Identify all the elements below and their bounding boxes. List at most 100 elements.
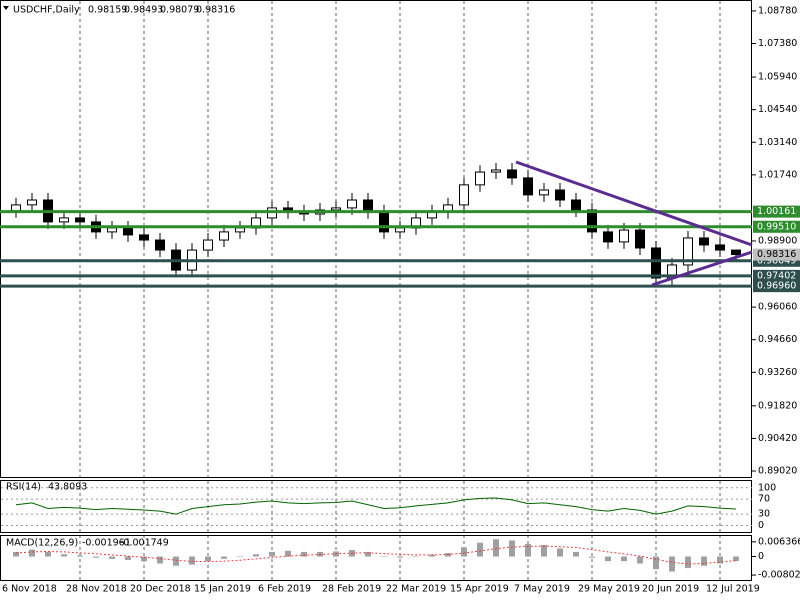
macd-signal-value: -0.001749: [120, 538, 169, 549]
y-tick-label: 0.93260: [758, 367, 797, 378]
x-tick-label: 15 Jan 2019: [194, 584, 251, 595]
candle-body: [235, 227, 245, 233]
macd-bar: [477, 542, 483, 557]
macd-bar: [205, 556, 211, 562]
plot-layer: [0, 1, 756, 580]
candle-body: [475, 171, 485, 186]
level-label: 0.97402: [757, 270, 796, 281]
macd-bar: [461, 547, 467, 557]
level-label: 0.96960: [757, 281, 796, 292]
macd-bar: [285, 550, 291, 557]
macd-bar: [429, 554, 435, 557]
trendline: [515, 160, 753, 247]
y-tick-label: 0.90420: [758, 433, 797, 444]
candle-body: [59, 217, 69, 223]
candle-body: [603, 231, 613, 243]
macd-bar: [237, 556, 243, 558]
y-tick-label: 0.96060: [758, 302, 797, 313]
macd-title: MACD(12,26,9): [6, 538, 78, 549]
macd-signal-line: [15, 545, 737, 565]
macd-bar: [573, 551, 579, 557]
candle-body: [699, 237, 709, 246]
macd-bar: [109, 556, 115, 559]
macd-bar: [125, 556, 131, 560]
x-tick-label: 12 Jul 2019: [706, 584, 760, 595]
candle-body: [715, 244, 725, 251]
current-price-label: 0.98316: [757, 249, 796, 260]
header-low: 0.98079: [160, 5, 199, 16]
x-tick-label: 20 Dec 2018: [130, 584, 191, 595]
chart-title: USDCHF,Daily: [13, 5, 80, 16]
level-label-box: [753, 269, 800, 282]
candle-body: [123, 227, 133, 236]
candle-body: [11, 204, 21, 212]
macd-bar: [525, 543, 531, 557]
macd-bar: [221, 556, 227, 559]
macd-bar: [269, 551, 275, 557]
macd-bar: [77, 555, 83, 557]
macd-bar: [397, 556, 403, 558]
macd-bar: [621, 556, 627, 562]
rsi-line: [15, 497, 737, 515]
candle-body: [619, 229, 629, 243]
macd-bar: [365, 551, 371, 557]
y-tick-label: 100: [758, 482, 776, 493]
macd-bar: [29, 549, 35, 557]
y-tick-label: -0.008026: [758, 570, 800, 581]
panel-icon: [3, 6, 9, 10]
x-tick-label: 7 May 2019: [514, 584, 570, 595]
macd-bar: [637, 556, 643, 564]
x-tick-label: 15 Apr 2019: [450, 584, 509, 595]
macd-bar: [45, 551, 51, 557]
y-tick-label: 1.04540: [758, 104, 797, 115]
macd-bar: [541, 545, 547, 557]
candle-body: [571, 199, 581, 211]
level-label: 0.99510: [757, 221, 796, 232]
candle-body: [347, 199, 357, 209]
macd-bar: [509, 540, 515, 557]
candle-body: [27, 199, 37, 206]
macd-bar: [605, 556, 611, 562]
y-tick-label: 30: [758, 509, 770, 520]
macd-bar: [493, 539, 499, 557]
candle-body: [539, 189, 549, 196]
y-tick-label: 0.89020: [758, 466, 797, 477]
y-tick-label: 1.07380: [758, 38, 797, 49]
candle-body: [523, 177, 533, 196]
macd-bar: [685, 556, 691, 569]
macd-bar: [141, 556, 147, 562]
y-tick-label: 0: [758, 520, 764, 531]
y-tick-label: 1.01740: [758, 169, 797, 180]
y-tick-label: 0.006366: [758, 536, 800, 547]
macd-bar: [589, 556, 595, 558]
candle-body: [683, 237, 693, 266]
x-tick-label: 6 Feb 2019: [258, 584, 311, 595]
candle-body: [363, 199, 373, 213]
candle-body: [139, 234, 149, 241]
level-label-box: [753, 205, 800, 218]
macd-bar: [253, 554, 259, 557]
candle-body: [555, 189, 565, 201]
candle-body: [507, 169, 517, 179]
candle-body: [219, 231, 229, 241]
x-tick-label: 6 Nov 2018: [2, 584, 57, 595]
y-tick-label: 1.08780: [758, 5, 797, 16]
candle-body: [155, 239, 165, 251]
level-label: 0.98049: [757, 255, 796, 266]
x-tick-label: 28 Feb 2019: [322, 584, 381, 595]
macd-bar: [157, 556, 163, 564]
macd-bar: [381, 556, 387, 558]
macd-bar: [173, 556, 179, 566]
y-tick-label: 0.98900: [758, 235, 797, 246]
macd-bar: [733, 556, 739, 562]
y-tick-label: 1.03140: [758, 137, 797, 148]
candle-body: [635, 229, 645, 249]
y-tick-label: 1.05940: [758, 72, 797, 83]
header-open: 0.98159: [88, 5, 127, 16]
x-tick-label: 22 Mar 2019: [386, 584, 446, 595]
y-tick-label: 70: [758, 494, 770, 505]
macd-bar: [189, 556, 195, 565]
macd-bar: [301, 551, 307, 557]
trendline: [651, 250, 753, 287]
